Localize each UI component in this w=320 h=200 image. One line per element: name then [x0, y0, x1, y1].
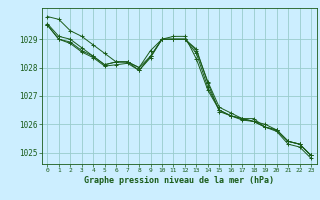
X-axis label: Graphe pression niveau de la mer (hPa): Graphe pression niveau de la mer (hPa) — [84, 176, 274, 185]
